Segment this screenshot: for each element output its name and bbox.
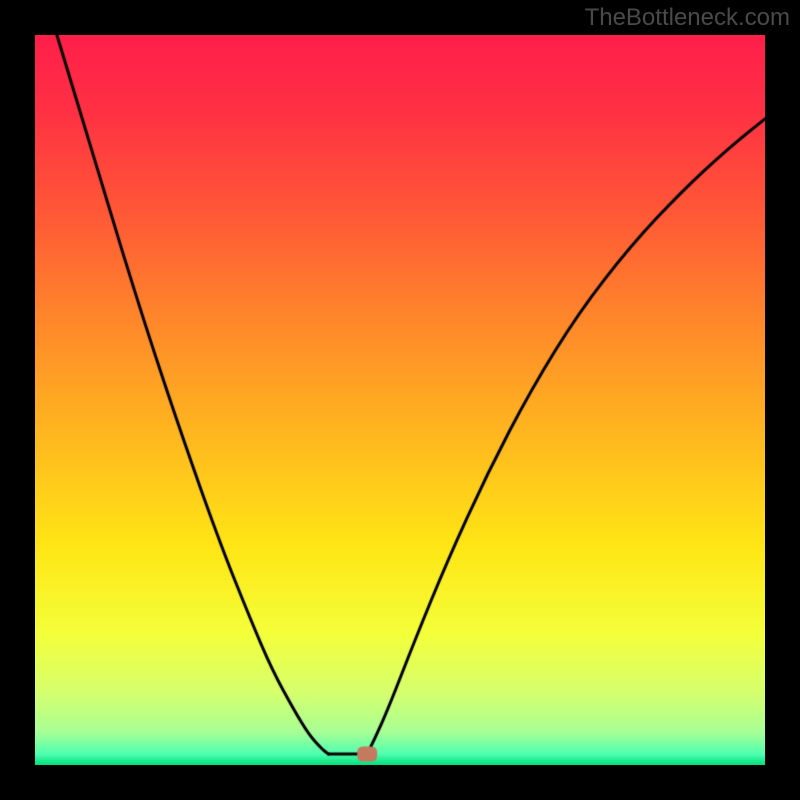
curve-overlay-canvas (35, 35, 765, 765)
stage: TheBottleneck.com (0, 0, 800, 800)
watermark-text: TheBottleneck.com (585, 4, 790, 32)
